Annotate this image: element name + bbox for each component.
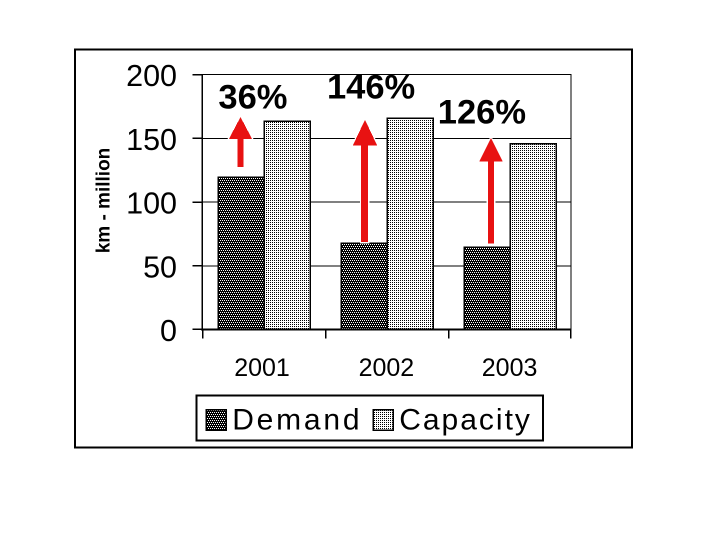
svg-text:0: 0 [160, 314, 177, 348]
svg-text:146%: 146% [327, 69, 415, 107]
svg-text:2002: 2002 [359, 354, 415, 382]
svg-text:50: 50 [143, 250, 177, 284]
svg-text:2001: 2001 [234, 354, 290, 382]
svg-text:200: 200 [126, 59, 177, 93]
svg-text:150: 150 [126, 123, 177, 157]
svg-text:Demand: Demand [232, 403, 362, 436]
svg-text:km - million: km - million [93, 148, 114, 254]
svg-text:36%: 36% [218, 79, 287, 117]
svg-text:126%: 126% [438, 93, 526, 131]
svg-text:100: 100 [126, 187, 177, 221]
svg-text:2003: 2003 [482, 354, 538, 382]
svg-text:Capacity: Capacity [399, 403, 532, 436]
